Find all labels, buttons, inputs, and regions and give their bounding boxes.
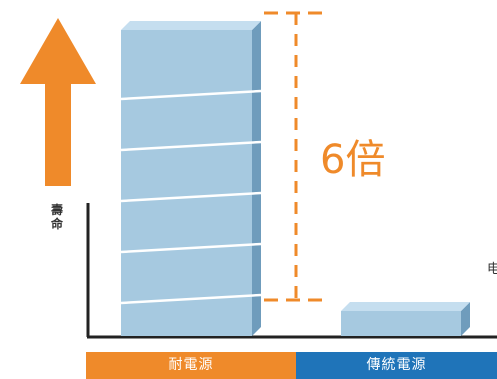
bar-1-side — [461, 302, 470, 336]
bars-group — [120, 21, 470, 336]
bar-0-segment-3 — [120, 191, 262, 203]
category-label-0: 耐電源 — [86, 352, 296, 379]
bar-0-segment-2 — [120, 242, 262, 254]
bar-0-side — [252, 21, 261, 336]
cropped-edge-text: 电 — [487, 262, 497, 277]
bar-0-segment-1 — [120, 293, 262, 305]
bar-0-top — [121, 21, 261, 30]
bar-1-top — [341, 302, 470, 311]
up-arrow-icon — [20, 18, 96, 186]
bar-1-front — [341, 311, 461, 336]
category-label-1: 傳統電源 — [296, 352, 497, 379]
ratio-bracket — [264, 11, 328, 302]
bar-0-segment-5 — [120, 89, 262, 101]
bar-0-segment-4 — [120, 140, 262, 152]
bar-0 — [120, 21, 262, 336]
bar-0-front — [121, 30, 252, 336]
bar-1 — [341, 302, 470, 336]
ratio-annotation: 6倍 — [320, 137, 386, 183]
y-axis-label: 壽命 — [50, 203, 63, 231]
